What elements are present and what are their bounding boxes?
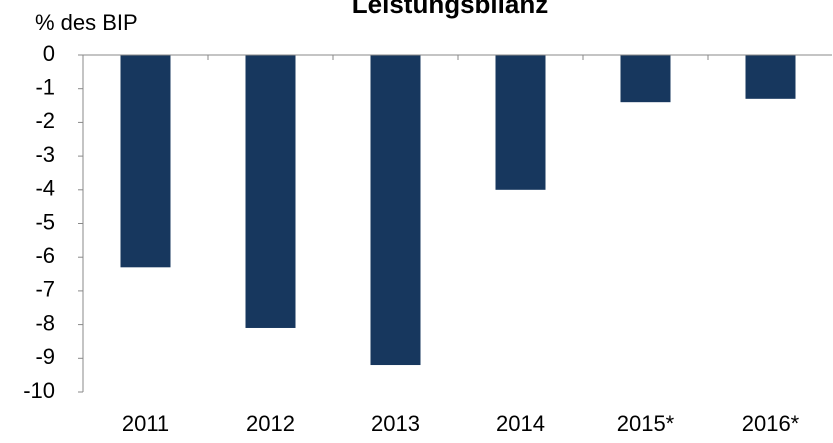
bar — [620, 55, 671, 103]
y-tick-label: -8 — [35, 310, 55, 335]
y-tick-label: -5 — [35, 209, 55, 234]
x-tick-label: 2015* — [617, 411, 675, 436]
bar — [495, 55, 546, 190]
y-tick-label: -10 — [23, 378, 55, 403]
x-tick-label: 2016* — [742, 411, 800, 436]
bar — [745, 55, 796, 99]
y-tick-label: -9 — [35, 344, 55, 369]
y-tick-label: -1 — [35, 75, 55, 100]
y-tick-label: -2 — [35, 108, 55, 133]
y-axis-label: % des BIP — [35, 10, 138, 35]
y-tick-label: -4 — [35, 176, 55, 201]
y-tick-label: 0 — [43, 41, 55, 66]
y-tick-label: -6 — [35, 243, 55, 268]
x-tick-label: 2012 — [246, 411, 295, 436]
bar — [120, 55, 171, 268]
y-tick-label: -3 — [35, 142, 55, 167]
chart-title: Leistungsbilanz — [352, 0, 548, 19]
x-tick-label: 2011 — [122, 411, 169, 436]
bar — [370, 55, 421, 366]
x-tick-label: 2013 — [371, 411, 420, 436]
x-tick-label: 2014 — [496, 411, 545, 436]
bar — [245, 55, 296, 328]
y-tick-label: -7 — [35, 277, 55, 302]
